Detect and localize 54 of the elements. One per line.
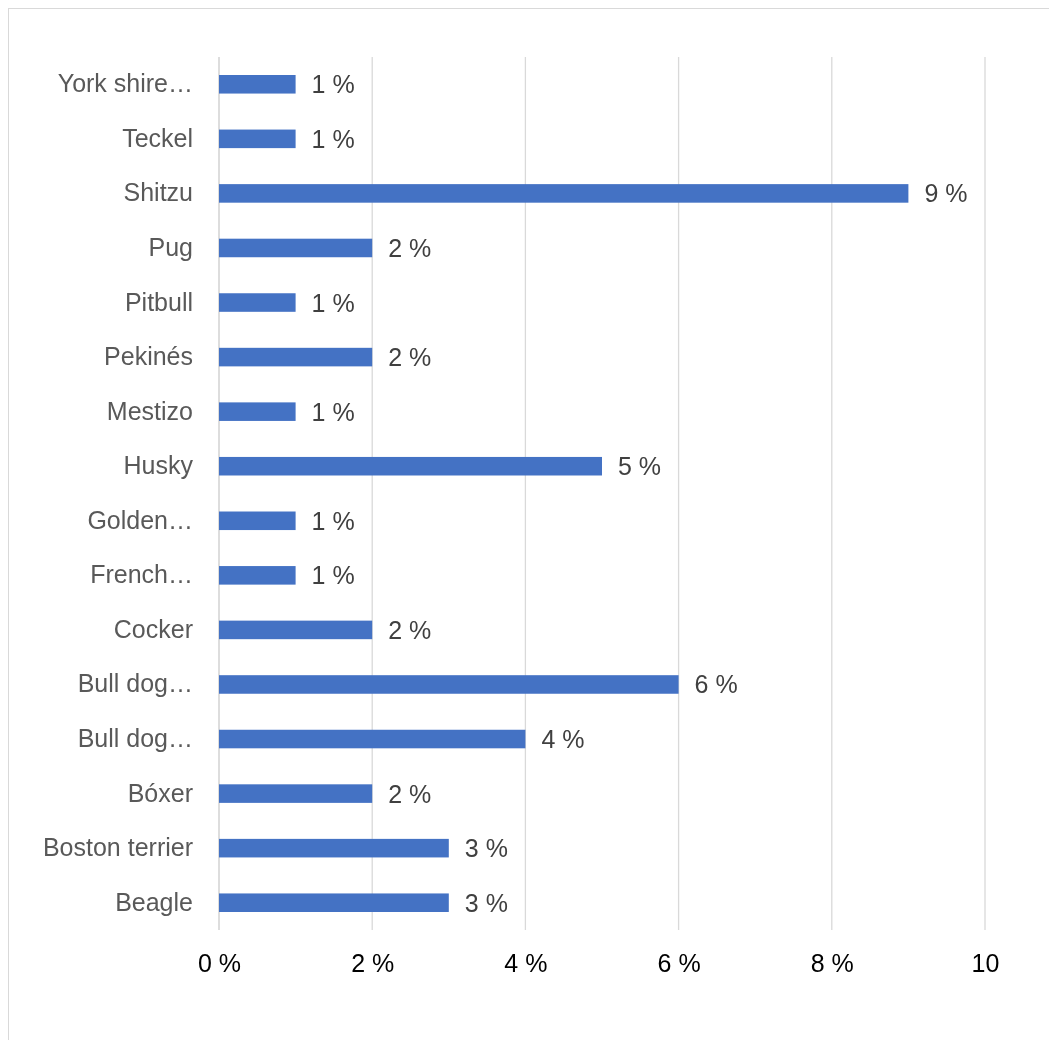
bar	[219, 402, 296, 421]
data-label: 3 %	[464, 888, 508, 917]
y-tick-label: Pekinés	[104, 342, 193, 371]
bar	[219, 75, 296, 94]
x-tick-label: 6 %	[657, 948, 701, 977]
y-tick-label: Pug	[148, 232, 193, 261]
bar	[219, 511, 296, 531]
y-tick-label: Pitbull	[124, 287, 193, 316]
data-label: 1 %	[311, 288, 355, 317]
y-tick-label: Golden…	[87, 505, 193, 534]
x-tick-label: 2 %	[351, 948, 395, 977]
y-tick-label: Cocker	[113, 614, 193, 643]
y-tick-label: Bóxer	[127, 778, 193, 807]
x-tick-label: 8 %	[810, 948, 854, 977]
bar	[219, 838, 449, 858]
y-tick-label: Bull dog…	[77, 669, 193, 698]
bar	[219, 620, 373, 640]
bar	[219, 184, 909, 203]
data-label: 1 %	[311, 124, 355, 153]
x-tick-label: 0 %	[197, 948, 242, 977]
bar	[219, 566, 296, 585]
data-label: 2 %	[388, 233, 432, 262]
bar	[219, 293, 296, 312]
data-label: 2 %	[388, 343, 432, 372]
y-tick-label: Bull dog…	[77, 724, 193, 753]
data-label: 1 %	[311, 506, 355, 535]
y-tick-label: Mestizo	[106, 396, 193, 425]
data-label: 4 %	[541, 725, 585, 754]
bar	[219, 238, 373, 258]
x-tick-label: 10	[971, 948, 1000, 977]
data-label: 6 %	[694, 670, 738, 699]
y-tick-label: Teckel	[122, 123, 193, 152]
data-label: 1 %	[311, 561, 355, 590]
data-label: 2 %	[388, 615, 432, 644]
bar	[219, 347, 373, 367]
data-label: 2 %	[388, 779, 432, 808]
data-label: 5 %	[618, 452, 662, 481]
y-tick-label: York shire…	[57, 69, 193, 98]
bar	[219, 129, 296, 149]
bar	[219, 456, 602, 476]
data-label: 1 %	[311, 70, 355, 99]
bar	[219, 893, 449, 912]
data-label: 9 %	[924, 179, 968, 208]
data-label: 1 %	[311, 397, 355, 426]
bar	[219, 784, 373, 803]
y-tick-label: Beagle	[115, 887, 193, 916]
y-tick-label: Boston terrier	[42, 833, 193, 862]
x-tick-label: 4 %	[504, 948, 548, 977]
y-tick-label: French…	[90, 560, 193, 589]
y-tick-label: Husky	[123, 451, 194, 480]
y-tick-label: Shitzu	[123, 178, 193, 207]
data-label: 3 %	[464, 834, 508, 863]
bar	[219, 675, 679, 694]
bar	[219, 729, 526, 749]
